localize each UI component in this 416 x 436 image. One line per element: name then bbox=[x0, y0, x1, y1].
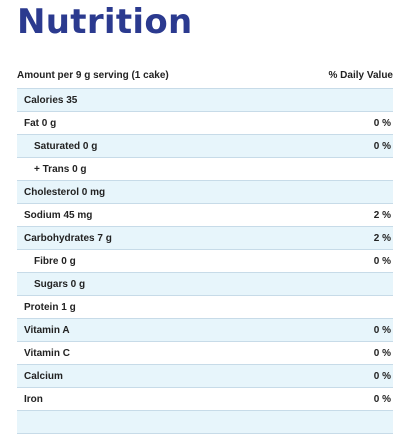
table-row: Carbohydrates 7 g 2 % bbox=[17, 227, 393, 250]
table-row: Vitamin C 0 % bbox=[17, 342, 393, 365]
daily-value-percent: 0 % bbox=[373, 118, 391, 129]
nutrient-label: Sodium 45 mg bbox=[24, 210, 93, 221]
table-row: Cholesterol 0 mg bbox=[17, 181, 393, 204]
daily-value-percent: 0 % bbox=[373, 394, 391, 405]
daily-value-percent: 0 % bbox=[373, 141, 391, 152]
table-row: Sodium 45 mg 2 % bbox=[17, 204, 393, 227]
daily-value-percent: 0 % bbox=[373, 348, 391, 359]
nutrient-label: Saturated 0 g bbox=[34, 141, 98, 152]
table-row: + Trans 0 g bbox=[17, 158, 393, 181]
daily-value-percent: 2 % bbox=[373, 233, 391, 244]
nutrient-label: Fat 0 g bbox=[24, 118, 57, 129]
page-title: Nutrition bbox=[17, 2, 193, 42]
table-row: Calcium 0 % bbox=[17, 365, 393, 388]
nutrient-label: Vitamin C bbox=[24, 348, 70, 359]
nutrient-label: Cholesterol 0 mg bbox=[24, 187, 106, 198]
table-row: Fat 0 g 0 % bbox=[17, 112, 393, 135]
nutrient-label: Calories 35 bbox=[24, 95, 78, 106]
daily-value-percent: 0 % bbox=[373, 256, 391, 267]
nutrient-label: + Trans 0 g bbox=[34, 164, 87, 175]
table-row: Fibre 0 g 0 % bbox=[17, 250, 393, 273]
table-row: Protein 1 g bbox=[17, 296, 393, 319]
nutrient-label: Iron bbox=[24, 394, 43, 405]
table-row: Sugars 0 g bbox=[17, 273, 393, 296]
table-header: Amount per 9 g serving (1 cake) % Daily … bbox=[17, 70, 393, 84]
daily-value-label: % Daily Value bbox=[328, 70, 393, 81]
daily-value-percent: 0 % bbox=[373, 325, 391, 336]
serving-size-label: Amount per 9 g serving (1 cake) bbox=[17, 70, 169, 81]
table-row bbox=[17, 411, 393, 434]
nutrient-label: Protein 1 g bbox=[24, 302, 76, 313]
table-row: Vitamin A 0 % bbox=[17, 319, 393, 342]
nutrient-label: Vitamin A bbox=[24, 325, 70, 336]
table-row: Iron 0 % bbox=[17, 388, 393, 411]
table-row: Saturated 0 g 0 % bbox=[17, 135, 393, 158]
daily-value-percent: 0 % bbox=[373, 371, 391, 382]
table-row: Calories 35 bbox=[17, 89, 393, 112]
nutrient-label: Sugars 0 g bbox=[34, 279, 86, 290]
daily-value-percent: 2 % bbox=[373, 210, 391, 221]
nutrient-label: Calcium bbox=[24, 371, 63, 382]
nutrient-label: Carbohydrates 7 g bbox=[24, 233, 112, 244]
nutrient-table: Calories 35 Fat 0 g 0 % Saturated 0 g 0 % + T… bbox=[17, 88, 393, 434]
nutrient-label: Fibre 0 g bbox=[34, 256, 76, 267]
